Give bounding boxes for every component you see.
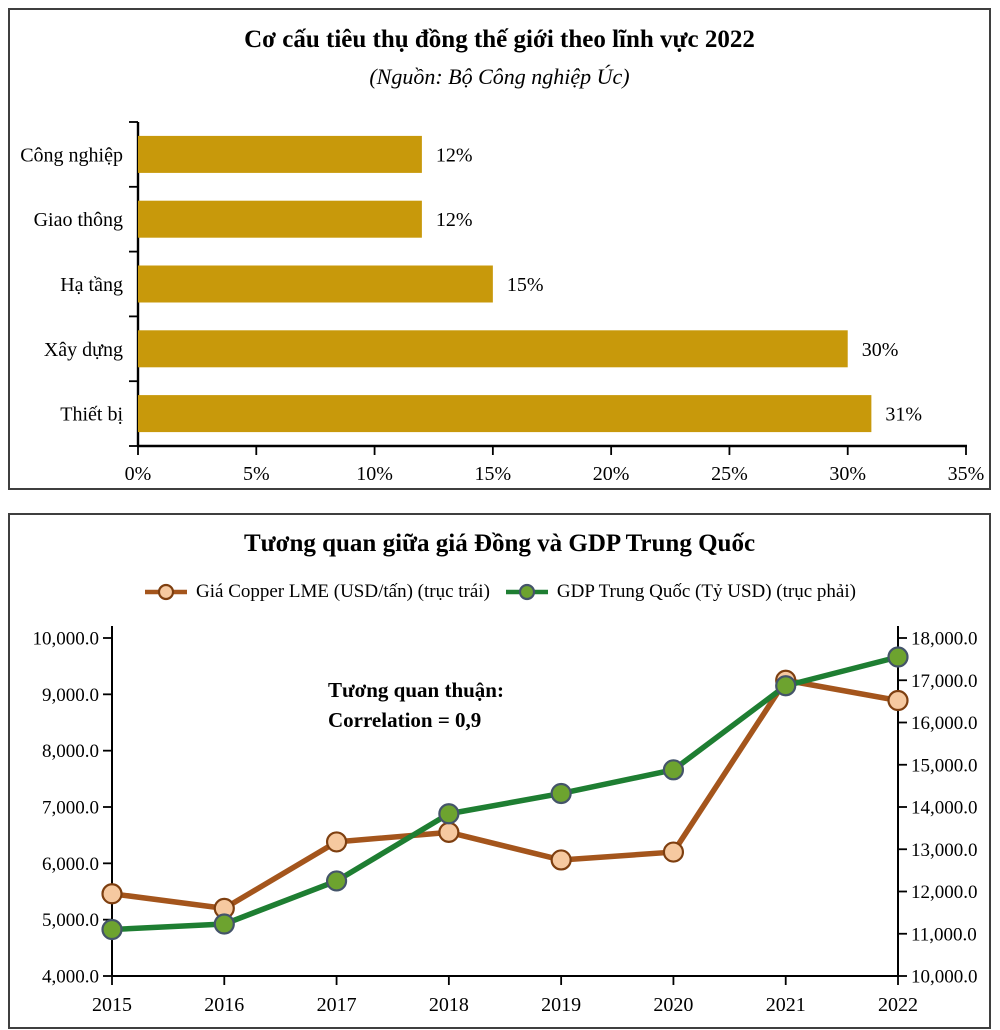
left-axis-label: 5,000.0: [42, 910, 99, 931]
line-chart-panel: Tương quan giữa giá Đồng và GDP Trung Qu…: [8, 513, 991, 1029]
x-tick-label: 20%: [593, 463, 630, 485]
x-tick-label: 0%: [125, 463, 152, 485]
right-axis-label: 15,000.0: [911, 755, 978, 776]
right-axis-label: 11,000.0: [911, 924, 977, 945]
right-axis-label: 18,000.0: [911, 629, 978, 650]
series-1-marker-1: [213, 913, 235, 935]
bar-3: [138, 330, 848, 368]
line-chart-title: Tương quan giữa giá Đồng và GDP Trung Qu…: [243, 530, 756, 557]
year-label: 2017: [317, 994, 357, 1016]
series-line-0: [109, 677, 901, 912]
value-label: 30%: [862, 339, 899, 361]
category-label: Hạ tầng: [60, 274, 123, 296]
left-axis-label: 6,000.0: [42, 854, 99, 875]
bar-chart-panel: Cơ cấu tiêu thụ đồng thế giới theo lĩnh …: [8, 8, 991, 490]
series-0-marker-5: [662, 841, 685, 863]
bar-4: [138, 395, 872, 433]
bar-chart-title: Cơ cấu tiêu thụ đồng thế giới theo lĩnh …: [244, 26, 755, 53]
legend-item-1: GDP Trung Quốc (Tỷ USD) (trục phải): [504, 581, 856, 603]
legend-marker-icon: [505, 583, 548, 601]
x-tick-label: 30%: [829, 463, 866, 485]
series-1-marker-0: [101, 918, 123, 941]
category-label: Xây dựng: [44, 339, 123, 361]
series-1-marker-5: [662, 759, 685, 781]
year-label: 2022: [878, 994, 918, 1016]
category-label: Công nghiệp: [20, 144, 123, 166]
series-1-marker-6: [775, 675, 797, 697]
value-label: 12%: [436, 144, 473, 166]
year-label: 2018: [429, 994, 469, 1016]
series-0-marker-4: [550, 849, 572, 871]
bar-chart-subtitle: (Nguồn: Bộ Công nghiệp Úc): [369, 64, 630, 89]
value-label: 12%: [436, 209, 473, 231]
right-axis-label: 14,000.0: [911, 798, 978, 819]
left-axis-label: 4,000.0: [42, 967, 99, 988]
year-label: 2020: [653, 994, 693, 1016]
left-axis-label: 9,000.0: [42, 685, 99, 706]
left-axis-label: 7,000.0: [42, 798, 99, 819]
legend-item-0: Giá Copper LME (USD/tấn) (trục trái): [143, 581, 490, 603]
bar-2: [138, 265, 493, 303]
series-1-marker-2: [325, 870, 348, 892]
series-1-marker-3: [438, 803, 460, 825]
bar-chart-svg: 0% 5% 10% 15% 20% 25% 30% 35% Công nghiệp 12% Giao…: [20, 121, 985, 485]
x-tick-label: 35%: [948, 463, 985, 485]
category-label: Giao thông: [34, 209, 123, 231]
right-axis-label: 12,000.0: [911, 882, 978, 903]
series-0-marker-0: [101, 883, 123, 905]
year-label: 2021: [766, 994, 806, 1016]
x-tick-label: 25%: [711, 463, 748, 485]
category-label: Thiết bị: [60, 404, 123, 426]
left-axis-label: 8,000.0: [42, 741, 99, 762]
year-label: 2019: [541, 994, 581, 1016]
series-1-marker-7: [887, 646, 909, 668]
value-label: 15%: [507, 274, 544, 296]
left-axis-label: 10,000.0: [33, 629, 100, 650]
right-axis-label: 13,000.0: [911, 840, 978, 861]
value-label: 31%: [885, 404, 922, 426]
x-tick-label: 5%: [243, 463, 270, 485]
right-axis-label: 16,000.0: [911, 713, 978, 734]
series-0-marker-2: [325, 831, 348, 853]
series-line-1: [109, 654, 901, 933]
year-label: 2015: [92, 994, 132, 1016]
legend-marker-icon: [145, 583, 188, 601]
right-axis-label: 17,000.0: [911, 671, 978, 692]
x-tick-label: 15%: [475, 463, 512, 485]
bar-1: [138, 200, 422, 238]
legend-label: Giá Copper LME (USD/tấn) (trục trái): [196, 581, 490, 602]
x-tick-label: 10%: [356, 463, 393, 485]
line-chart-legend: Giá Copper LME (USD/tấn) (trục trái) GDP …: [10, 577, 989, 607]
line-chart-svg: 4,000.0 5,000.0 6,000.0 7,000.0 8,000.0 9,000…: [33, 626, 978, 1016]
right-axis-label: 10,000.0: [911, 967, 978, 988]
series-0-marker-3: [438, 821, 460, 843]
bar-0: [138, 135, 422, 173]
legend-label: GDP Trung Quốc (Tỷ USD) (trục phải): [556, 581, 856, 602]
year-label: 2016: [204, 994, 244, 1016]
series-0-marker-7: [887, 689, 909, 712]
series-1-marker-4: [550, 782, 572, 805]
